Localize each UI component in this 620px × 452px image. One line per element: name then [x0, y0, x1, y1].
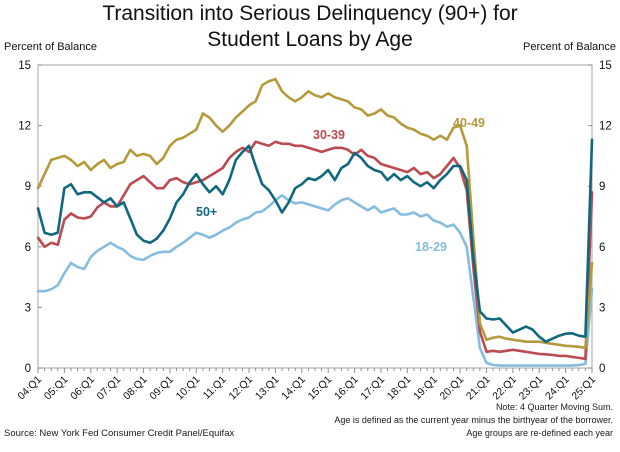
x-tick-label: 22:Q1 — [490, 374, 519, 403]
y-axis-unit-right: Percent of Balance — [523, 41, 616, 53]
x-tick-label: 21:Q1 — [464, 374, 493, 403]
x-tick-label: 05:Q1 — [42, 374, 71, 403]
x-tick-label: 09:Q1 — [147, 374, 176, 403]
series-line-18-29 — [36, 194, 594, 367]
x-tick-label: 17:Q1 — [358, 374, 387, 403]
x-tick-label: 16:Q1 — [332, 374, 361, 403]
series-line-50+ — [36, 138, 594, 344]
note-line3: Age groups are re-defined each year — [466, 428, 613, 438]
note-line2: Age is defined as the current year minus… — [334, 415, 613, 425]
x-tick-label: 07:Q1 — [95, 374, 124, 403]
x-tick-label: 20:Q1 — [438, 374, 467, 403]
series-label-40-49: 40-49 — [453, 116, 485, 130]
y-tick-label-left: 3 — [25, 302, 31, 314]
series-label-18-29: 18-29 — [415, 240, 447, 254]
y-tick-label-left: 9 — [25, 181, 31, 193]
chart-title-line1: Transition into Serious Delinquency (90+… — [102, 2, 518, 25]
x-tick-label: 19:Q1 — [411, 374, 440, 403]
chart-notes: Note: 4 Quarter Moving Sum. Age is defin… — [334, 401, 613, 440]
x-tick-label: 08:Q1 — [121, 374, 150, 403]
y-tick-label-right: 0 — [599, 363, 605, 375]
x-tick-label: 12:Q1 — [226, 374, 255, 403]
series-label-30-39: 30-39 — [313, 128, 345, 142]
y-tick-label-right: 15 — [599, 60, 612, 72]
y-tick-label-left: 15 — [18, 60, 31, 72]
series-label-50+: 50+ — [196, 205, 217, 219]
chart-title: Transition into Serious Delinquency (90+… — [0, 1, 620, 53]
chart-title-line2: Student Loans by Age — [207, 28, 413, 51]
y-tick-label-right: 12 — [599, 121, 612, 133]
x-tick-label: 11:Q1 — [201, 374, 229, 402]
y-tick-label-left: 0 — [25, 363, 31, 375]
series-line-30-39 — [36, 140, 594, 361]
x-tick-label: 24:Q1 — [543, 374, 572, 403]
source-citation: Source: New York Fed Consumer Credit Pan… — [4, 428, 235, 439]
x-tick-label: 25:Q1 — [569, 374, 598, 403]
y-tick-label-left: 6 — [25, 242, 31, 254]
x-tick-label: 06:Q1 — [68, 374, 97, 403]
y-tick-label-right: 3 — [599, 302, 605, 314]
note-line1: Note: 4 Quarter Moving Sum. — [495, 402, 613, 412]
plot-frame — [37, 64, 593, 369]
series-line-40-49 — [36, 77, 594, 350]
y-tick-label-left: 12 — [18, 121, 31, 133]
x-tick-label: 04:Q1 — [15, 374, 44, 403]
x-tick-label: 18:Q1 — [385, 374, 414, 403]
y-tick-label-right: 9 — [599, 181, 605, 193]
x-tick-label: 23:Q1 — [517, 374, 546, 403]
y-tick-label-right: 6 — [599, 242, 605, 254]
x-tick-label: 14:Q1 — [279, 374, 308, 403]
x-tick-label: 13:Q1 — [253, 374, 282, 403]
y-axis-unit-left: Percent of Balance — [4, 41, 97, 53]
x-tick-label: 10:Q1 — [174, 374, 203, 403]
x-tick-label: 15:Q1 — [306, 374, 335, 403]
